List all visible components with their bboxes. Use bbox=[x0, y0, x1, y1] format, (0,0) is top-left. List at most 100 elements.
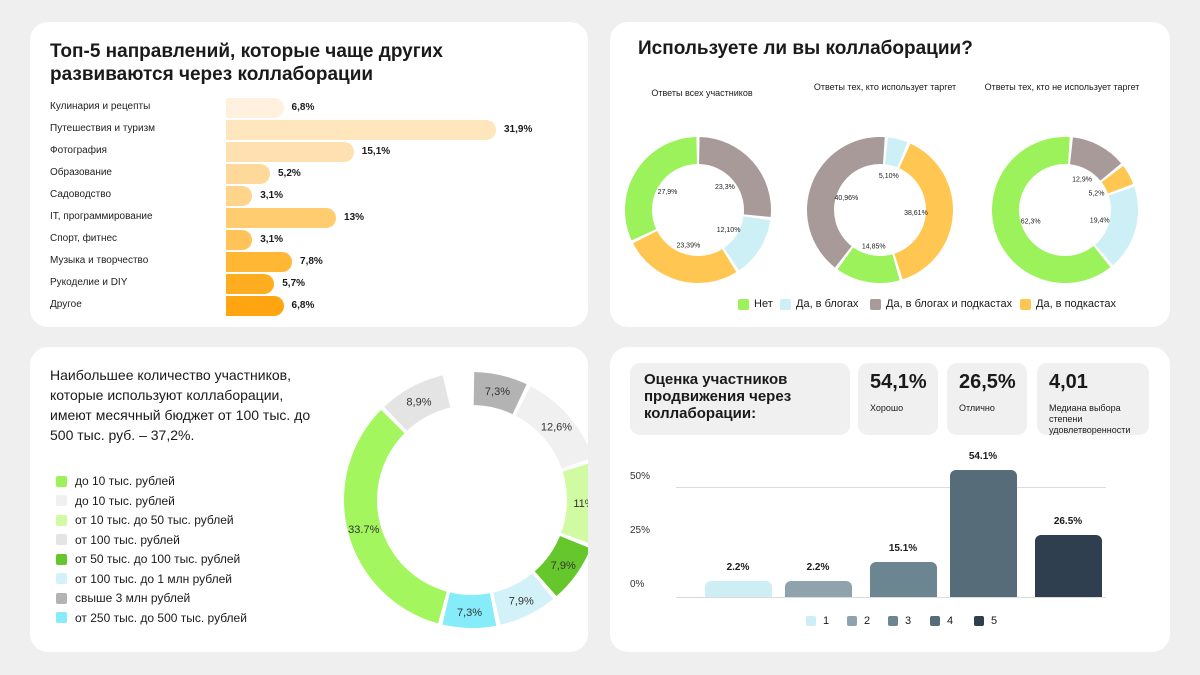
legend-label: от 100 тыс. рублей bbox=[75, 532, 180, 547]
donut-slice bbox=[894, 143, 953, 280]
bar-value-label: 15,1% bbox=[361, 146, 391, 157]
usage-card: Используете ли вы коллаборации? Ответы в… bbox=[610, 22, 1170, 327]
bar bbox=[705, 581, 772, 597]
legend-label: от 100 тыс. до 1 млн рублей bbox=[75, 571, 233, 586]
legend-label: до 10 тыс. рублей bbox=[75, 493, 175, 508]
rating-card: Оценка участников продвижения через колл… bbox=[610, 347, 1170, 652]
usage-donuts: 23,3% 12,10% 23,39% 27,9% 5,10% 38,61% 14,85% 4… bbox=[625, 137, 1138, 283]
legend-item: от 100 тыс. рублей bbox=[56, 533, 180, 547]
legend-swatch bbox=[56, 514, 67, 526]
donut-slice bbox=[625, 137, 697, 241]
donut-slice bbox=[344, 409, 447, 624]
stat-value: 26,5% bbox=[959, 371, 1016, 393]
bar-category-label: Путешествия и туризм bbox=[50, 123, 156, 134]
bar-row: IT, программирование 13% bbox=[30, 208, 588, 228]
donut-value-label: 7,9% bbox=[509, 596, 534, 608]
legend-no: Нет bbox=[738, 298, 773, 310]
bar bbox=[226, 296, 284, 316]
bar-row: Путешествия и туризм 31,9% bbox=[30, 120, 588, 140]
legend-label: 1 bbox=[823, 615, 830, 627]
legend-label: 2 bbox=[864, 615, 871, 627]
bar bbox=[226, 274, 275, 294]
donut-slice bbox=[384, 375, 451, 431]
donut-slice bbox=[534, 535, 588, 597]
legend-label: от 10 тыс. до 50 тыс. рублей bbox=[75, 513, 234, 527]
legend-label: свыше 3 млн рублей bbox=[75, 591, 191, 605]
bar-value-label: 13% bbox=[344, 212, 365, 223]
donut-slice bbox=[633, 230, 737, 283]
legend-swatch bbox=[56, 553, 67, 565]
legend-label: 5 bbox=[991, 615, 998, 627]
donut-slice bbox=[442, 592, 497, 628]
legend-item: от 50 тыс. до 100 тыс. рублей bbox=[56, 552, 240, 566]
rating-title: Оценка участников продвижения через колл… bbox=[630, 363, 850, 435]
bar-row: Музыка и творчество 7,8% bbox=[30, 252, 588, 272]
legend-item: от 10 тыс. до 50 тыс. рублей bbox=[56, 513, 234, 527]
bar-category-label: Другое bbox=[50, 299, 82, 310]
bar-value-label: 3,1% bbox=[260, 234, 284, 245]
bar-value-label: 54.1% bbox=[968, 451, 998, 462]
bar-value-label: 2.2% bbox=[726, 562, 750, 573]
legend-swatch bbox=[847, 616, 857, 626]
bar-value-label: 15.1% bbox=[888, 542, 918, 554]
legend-item: до 10 тыс. рублей bbox=[56, 474, 175, 488]
bar-row: Рукоделие и DIY 5,7% bbox=[30, 274, 588, 294]
bar-category-label: Кулинария и рецепты bbox=[50, 101, 151, 112]
bar-value-label: 2.2% bbox=[806, 562, 830, 573]
bar-row: Садоводство 3,1% bbox=[30, 186, 588, 206]
bar-row: Другое 6,8% bbox=[30, 296, 588, 316]
donut-value-label: 12,9% bbox=[1072, 176, 1092, 183]
bar bbox=[226, 142, 354, 162]
bar-row: Образование 5,2% bbox=[30, 164, 588, 184]
bar-value-label: 7,8% bbox=[300, 256, 323, 267]
bar-category-label: Спорт, фитнес bbox=[50, 233, 118, 244]
donut-value-label: 7,9% bbox=[551, 560, 576, 572]
bar-value-label: 31,9% bbox=[504, 124, 533, 135]
bar bbox=[226, 186, 253, 206]
donut-value-label: 23,39% bbox=[676, 243, 700, 250]
legend-swatch bbox=[738, 298, 749, 310]
legend-swatch bbox=[56, 612, 67, 623]
legend-label: от 250 тыс. до 500 тыс. рублей bbox=[75, 610, 247, 625]
donut-value-label: 40,96% bbox=[834, 195, 858, 202]
legend-swatch bbox=[56, 573, 67, 584]
legend-item: 4 bbox=[930, 615, 953, 627]
stat-median: 4,01 Медиана выбора степени удовлетворен… bbox=[1037, 363, 1149, 435]
donut-slice bbox=[515, 386, 588, 469]
bar-value-label: 6,8% bbox=[291, 102, 315, 113]
legend-item: 1 bbox=[806, 615, 829, 627]
bar-value-label: 5,2% bbox=[278, 168, 301, 179]
stat-label: Отлично bbox=[959, 403, 995, 413]
donut-value-label: 7,3% bbox=[457, 607, 482, 619]
legend-swatch bbox=[930, 616, 940, 626]
donut-slice bbox=[561, 463, 588, 543]
bar-value-label: 26.5% bbox=[1053, 515, 1083, 527]
legend-label: от 50 тыс. до 100 тыс. рублей bbox=[75, 552, 241, 566]
bar-category-label: Фотография bbox=[50, 145, 107, 156]
donut-value-label: 62,3% bbox=[1021, 219, 1041, 226]
bar bbox=[226, 98, 284, 118]
bar bbox=[226, 230, 253, 250]
budget-donut: 7,3% 12,6% 11% 7,9% 7,9% 7,3% 33.7% 8,9% bbox=[344, 372, 588, 628]
donut-slice bbox=[473, 372, 527, 415]
bar bbox=[870, 561, 937, 597]
donut-value-label: 5,2% bbox=[1088, 190, 1104, 197]
donut2-subtitle: Ответы тех, кто использует таргет bbox=[813, 82, 957, 92]
bar-value-label: 5,7% bbox=[282, 278, 306, 289]
legend-item: от 250 тыс. до 500 тыс. рублей bbox=[56, 611, 247, 625]
donut-slice bbox=[885, 137, 908, 168]
budget-text: Наибольшее количество участников, которы… bbox=[50, 367, 311, 443]
bar-category-label: Рукоделие и DIY bbox=[50, 277, 128, 288]
bar-row: Спорт, фитнес 3,1% bbox=[30, 230, 588, 250]
legend-swatch bbox=[56, 495, 67, 506]
legend-swatch bbox=[870, 298, 881, 310]
donut-value-label: 7,3% bbox=[485, 386, 510, 398]
donut-slice bbox=[992, 137, 1111, 283]
legend-label: Нет bbox=[754, 298, 773, 310]
legend-swatch bbox=[806, 616, 816, 626]
bar bbox=[950, 470, 1017, 597]
donut-value-label: 19,4% bbox=[1090, 217, 1110, 224]
bar-category-label: Музыка и творчество bbox=[50, 255, 149, 266]
legend-podcasts: Да, в подкастах bbox=[1020, 298, 1116, 310]
donut-value-label: 33.7% bbox=[348, 524, 379, 536]
